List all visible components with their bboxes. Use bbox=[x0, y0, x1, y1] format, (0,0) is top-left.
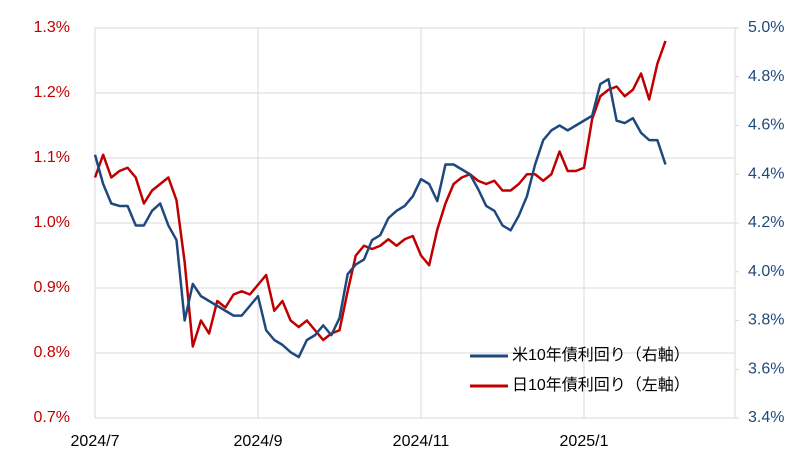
y2-tick-label: 3.6% bbox=[748, 360, 784, 377]
y-tick-label: 1.0% bbox=[34, 214, 70, 231]
x-tick-label: 2024/9 bbox=[234, 433, 283, 450]
y2-tick-label: 4.8% bbox=[748, 68, 784, 85]
y2-tick-label: 4.6% bbox=[748, 117, 784, 134]
y-tick-label: 1.2% bbox=[34, 84, 70, 101]
y2-tick-label: 4.4% bbox=[748, 165, 784, 182]
y-tick-label: 1.1% bbox=[34, 149, 70, 166]
x-tick-label: 2024/11 bbox=[393, 433, 450, 450]
x-tick-label: 2024/7 bbox=[71, 433, 120, 450]
y-tick-label: 0.9% bbox=[34, 279, 70, 296]
y-tick-label: 0.7% bbox=[34, 409, 70, 426]
y-tick-label: 0.8% bbox=[34, 344, 70, 361]
series-line bbox=[93, 40, 667, 348]
y2-tick-label: 4.0% bbox=[748, 263, 784, 280]
y2-tick-label: 3.4% bbox=[748, 409, 784, 426]
y2-tick-label: 4.2% bbox=[748, 214, 784, 231]
y2-tick-label: 3.8% bbox=[748, 312, 784, 329]
y-tick-label: 1.3% bbox=[34, 19, 70, 36]
series-line bbox=[93, 77, 667, 359]
legend-label: 米10年債利回り（右軸） bbox=[512, 346, 690, 364]
legend-label: 日10年債利回り（左軸） bbox=[512, 376, 690, 394]
y2-tick-label: 5.0% bbox=[748, 19, 784, 36]
x-tick-label: 2025/1 bbox=[560, 433, 609, 450]
